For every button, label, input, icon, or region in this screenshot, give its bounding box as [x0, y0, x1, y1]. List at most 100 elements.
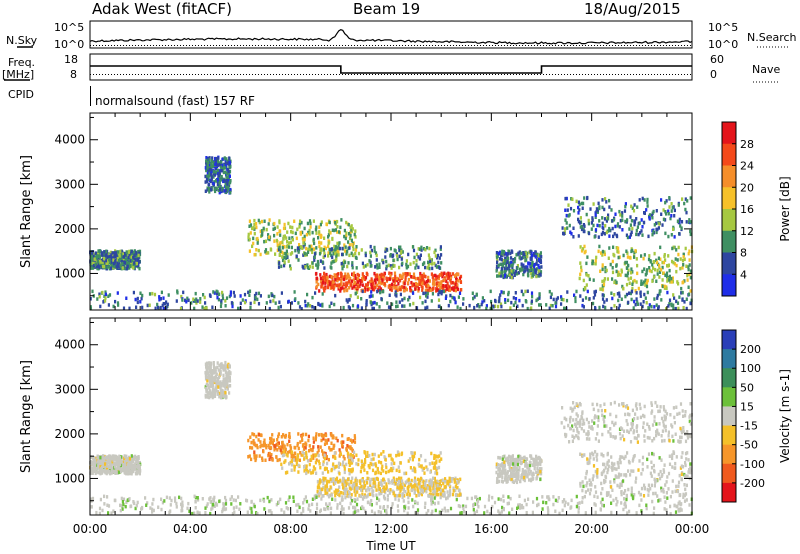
- power-cell: [403, 304, 406, 308]
- power-cell: [398, 265, 401, 270]
- velocity-cell: [389, 488, 392, 492]
- power-cell: [370, 277, 373, 281]
- noise-tick-low-right: 10^0: [708, 38, 739, 51]
- power-cell: [602, 282, 606, 287]
- power-cell: [661, 265, 664, 270]
- power-cell: [497, 304, 500, 309]
- power-cell: [96, 260, 99, 264]
- power-cell: [329, 265, 332, 269]
- velocity-cell: [432, 492, 435, 496]
- velocity-cell: [282, 450, 286, 454]
- velocity-cell: [327, 470, 330, 474]
- power-cell: [92, 254, 95, 259]
- power-cell: [259, 229, 262, 234]
- power-cell: [628, 291, 631, 295]
- power-cell: [340, 274, 343, 279]
- velocity-cell: [377, 484, 380, 488]
- power-cell: [671, 205, 674, 210]
- velocity-cell: [289, 460, 292, 465]
- power-cell: [664, 258, 667, 262]
- power-cell: [485, 306, 488, 311]
- power-cell: [583, 196, 586, 200]
- power-cell: [154, 306, 157, 311]
- power-cell: [372, 285, 375, 289]
- power-cell: [286, 252, 289, 257]
- power-cell: [426, 305, 429, 310]
- power-cell: [194, 291, 197, 296]
- power-cell: [368, 259, 371, 263]
- power-cell: [391, 254, 394, 259]
- velocity-cell: [208, 385, 211, 390]
- power-cell: [299, 232, 302, 236]
- power-cell: [627, 300, 630, 305]
- power-cell: [199, 297, 202, 301]
- velocity-cell: [210, 393, 213, 397]
- velocity-cell: [323, 456, 326, 461]
- power-colorbar-swatch: [722, 143, 736, 166]
- velocity-cell: [377, 482, 380, 486]
- power-cell: [220, 189, 223, 194]
- power-cell: [501, 270, 504, 275]
- power-cell: [617, 270, 620, 275]
- power-cell: [208, 190, 211, 194]
- velocity-cell: [371, 452, 374, 457]
- power-cell: [568, 223, 571, 228]
- power-cell: [418, 282, 422, 286]
- power-cell: [417, 247, 420, 251]
- power-cell: [248, 293, 251, 297]
- velocity-cell: [306, 459, 310, 463]
- power-cell: [380, 272, 383, 277]
- power-cell: [437, 276, 440, 281]
- velocity-cell: [444, 484, 447, 489]
- power-cell: [359, 279, 362, 283]
- power-cell: [257, 291, 261, 296]
- velocity-cell: [99, 471, 102, 476]
- power-cell: [224, 164, 227, 168]
- power-cell: [624, 219, 627, 224]
- power-cell: [253, 253, 256, 257]
- power-cell: [676, 258, 679, 262]
- velocity-cell: [395, 453, 398, 458]
- power-cell: [276, 248, 279, 253]
- power-cell: [668, 196, 671, 200]
- power-cell: [401, 304, 404, 308]
- velocity-cell: [330, 468, 333, 473]
- power-cell: [686, 278, 689, 282]
- velocity-cell: [300, 434, 303, 439]
- power-cell: [526, 254, 529, 259]
- power-cell: [221, 293, 224, 297]
- power-cell: [219, 185, 222, 189]
- power-cell: [675, 248, 678, 252]
- power-cell: [675, 269, 678, 274]
- power-cell: [164, 302, 167, 306]
- power-cell: [264, 239, 268, 243]
- velocity-cell: [408, 492, 411, 496]
- power-cell: [166, 302, 169, 307]
- power-cell: [685, 297, 688, 301]
- velocity-cell: [390, 462, 393, 466]
- velocity-cell: [428, 484, 431, 488]
- velocity-cell: [280, 435, 283, 439]
- power-cell: [249, 301, 252, 306]
- power-cell: [308, 228, 311, 233]
- power-cell: [212, 181, 215, 186]
- velocity-cell: [354, 493, 357, 497]
- velocity-cell: [382, 450, 385, 454]
- velocity-cell: [252, 432, 256, 437]
- power-cell: [113, 254, 116, 258]
- power-cell: [610, 291, 613, 295]
- velocity-cell: [132, 464, 135, 468]
- velocity-cell: [420, 484, 423, 489]
- power-cell: [248, 289, 252, 293]
- power-cell: [128, 252, 131, 256]
- velocity-cell: [89, 468, 92, 472]
- power-cell: [205, 158, 208, 163]
- velocity-cell: [324, 488, 327, 492]
- velocity-cell: [425, 489, 428, 494]
- velocity-cell: [363, 468, 366, 472]
- velocity-cell: [437, 492, 440, 497]
- power-cell: [687, 285, 690, 289]
- velocity-cell: [417, 462, 420, 467]
- power-cell: [207, 156, 210, 161]
- velocity-cell: [407, 478, 410, 482]
